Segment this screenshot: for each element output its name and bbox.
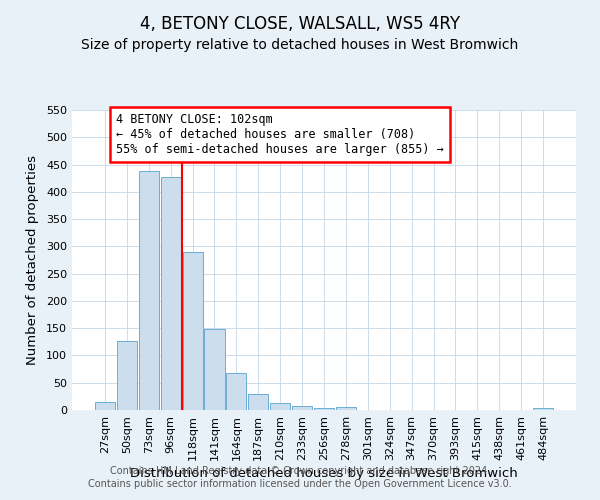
Bar <box>248 394 268 410</box>
Text: Contains public sector information licensed under the Open Government Licence v3: Contains public sector information licen… <box>88 479 512 489</box>
Bar <box>182 252 203 410</box>
Bar <box>117 340 137 410</box>
Bar <box>533 408 553 410</box>
Bar <box>205 330 224 410</box>
Text: Contains HM Land Registry data © Crown copyright and database right 2024.: Contains HM Land Registry data © Crown c… <box>110 466 490 476</box>
Bar <box>292 406 312 410</box>
Text: 4 BETONY CLOSE: 102sqm
← 45% of detached houses are smaller (708)
55% of semi-de: 4 BETONY CLOSE: 102sqm ← 45% of detached… <box>116 112 443 156</box>
Bar <box>139 171 159 410</box>
Text: 4, BETONY CLOSE, WALSALL, WS5 4RY: 4, BETONY CLOSE, WALSALL, WS5 4RY <box>140 15 460 33</box>
Bar <box>226 373 247 410</box>
Bar <box>314 408 334 410</box>
Bar <box>95 402 115 410</box>
Bar <box>336 408 356 410</box>
Bar <box>270 403 290 410</box>
X-axis label: Distribution of detached houses by size in West Bromwich: Distribution of detached houses by size … <box>130 467 518 480</box>
Y-axis label: Number of detached properties: Number of detached properties <box>26 155 39 365</box>
Text: Size of property relative to detached houses in West Bromwich: Size of property relative to detached ho… <box>82 38 518 52</box>
Bar <box>161 177 181 410</box>
